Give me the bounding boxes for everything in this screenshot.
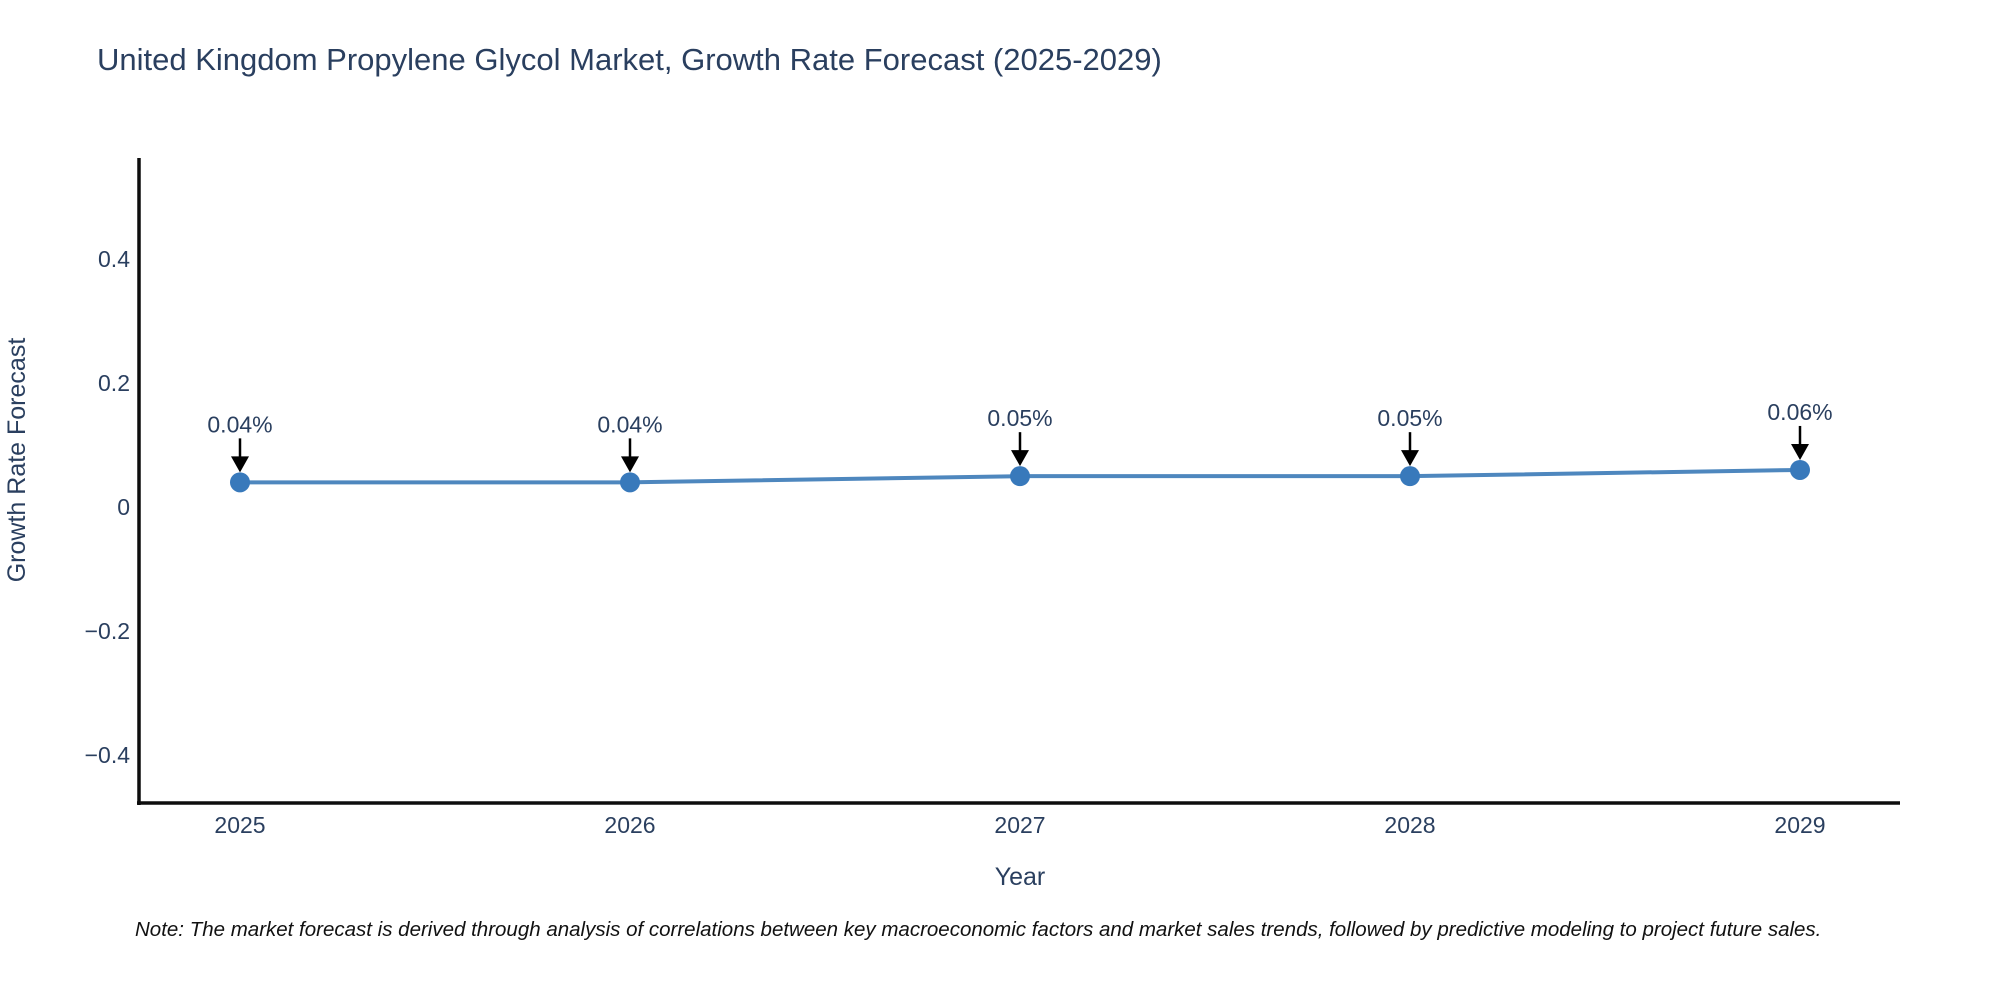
x-axis-tick-labels: 2025 2026 2027 2028 2029 bbox=[214, 812, 1825, 838]
y-tick-label: 0.2 bbox=[98, 370, 130, 396]
point-value-label: 0.05% bbox=[987, 405, 1052, 431]
data-point-marker bbox=[1400, 466, 1420, 487]
chart-title: United Kingdom Propylene Glycol Market, … bbox=[97, 42, 1162, 77]
y-tick-label: 0.4 bbox=[98, 246, 130, 272]
y-axis-title: Growth Rate Forecast bbox=[3, 338, 31, 583]
point-value-label: 0.04% bbox=[597, 411, 662, 437]
data-point-marker bbox=[1790, 459, 1810, 480]
y-axis-tick-labels: −0.4 −0.2 0 0.2 0.4 bbox=[85, 246, 131, 768]
y-tick-label: −0.4 bbox=[85, 742, 131, 768]
x-axis-title: Year bbox=[995, 863, 1046, 891]
data-point-marker bbox=[620, 472, 640, 493]
annotation-arrowhead-icon bbox=[231, 456, 249, 473]
x-tick-label: 2027 bbox=[994, 812, 1045, 838]
y-tick-label: 0 bbox=[117, 494, 130, 520]
annotation-arrowhead-icon bbox=[621, 456, 639, 473]
footnote: Note: The market forecast is derived thr… bbox=[135, 918, 1822, 941]
y-tick-label: −0.2 bbox=[85, 618, 130, 644]
x-tick-label: 2025 bbox=[214, 812, 265, 838]
point-value-label: 0.05% bbox=[1377, 405, 1442, 431]
annotation-arrowhead-icon bbox=[1791, 443, 1809, 460]
point-value-label: 0.06% bbox=[1767, 399, 1832, 425]
point-value-label: 0.04% bbox=[207, 411, 272, 437]
x-tick-label: 2026 bbox=[604, 812, 655, 838]
annotation-arrowhead-icon bbox=[1401, 450, 1419, 467]
annotation-arrowhead-icon bbox=[1011, 450, 1029, 467]
point-annotations: 0.04% 0.04% 0.05% 0.05% 0.06% bbox=[207, 399, 1833, 473]
x-tick-label: 2028 bbox=[1384, 812, 1435, 838]
series-markers bbox=[230, 459, 1810, 493]
data-point-marker bbox=[1010, 466, 1030, 487]
x-tick-label: 2029 bbox=[1774, 812, 1825, 838]
data-point-marker bbox=[230, 472, 250, 493]
